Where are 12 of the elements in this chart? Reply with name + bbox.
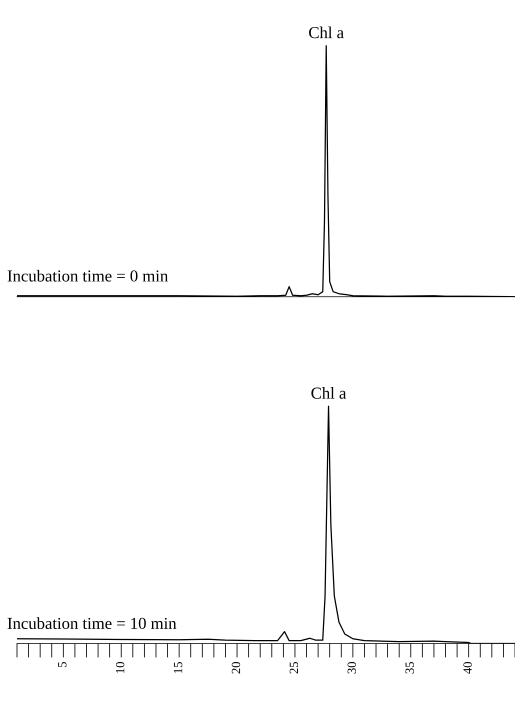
x-tick-label: 5 (58, 662, 66, 668)
x-tick-label: 30 (348, 662, 356, 674)
text: Chl a (311, 387, 346, 399)
x-tick-label: 35 (405, 662, 414, 674)
x-tick-label: 25 (290, 662, 298, 674)
text: Incubation time = 0 min (8, 270, 168, 282)
x-tick-label: 10 (116, 662, 124, 673)
x-tick-label: 40 (463, 662, 472, 674)
x-tick-label: 15 (174, 662, 182, 673)
x-tick-label: 20 (232, 662, 240, 674)
text: Chl a (309, 26, 344, 38)
text: Incubation time = 10 min (8, 617, 176, 630)
